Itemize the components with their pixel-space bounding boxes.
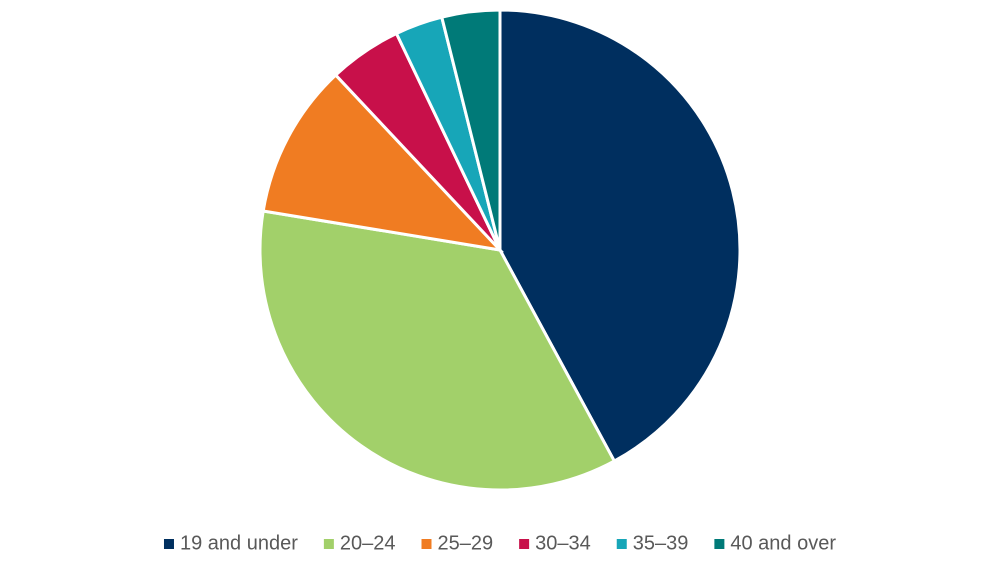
legend-swatch <box>616 539 627 549</box>
pie-slice <box>261 72 505 253</box>
pie-slice <box>258 209 617 492</box>
legend-swatch <box>714 539 725 549</box>
legend-swatch <box>421 539 432 549</box>
legend-label: 40 and over <box>730 532 836 554</box>
legend-label: 30–34 <box>535 532 591 554</box>
legend-label: 25–29 <box>438 532 494 554</box>
legend-swatch <box>323 539 334 549</box>
legend-swatch <box>519 539 530 549</box>
pie-slice <box>439 8 502 251</box>
legend-label: 35–39 <box>633 532 689 554</box>
legend-label: 20–24 <box>340 532 396 554</box>
pie-slice <box>498 8 742 464</box>
legend-swatch <box>163 539 174 549</box>
legend-label: 19 and under <box>180 532 298 554</box>
